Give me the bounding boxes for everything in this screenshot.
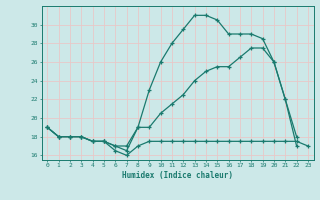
X-axis label: Humidex (Indice chaleur): Humidex (Indice chaleur) xyxy=(122,171,233,180)
